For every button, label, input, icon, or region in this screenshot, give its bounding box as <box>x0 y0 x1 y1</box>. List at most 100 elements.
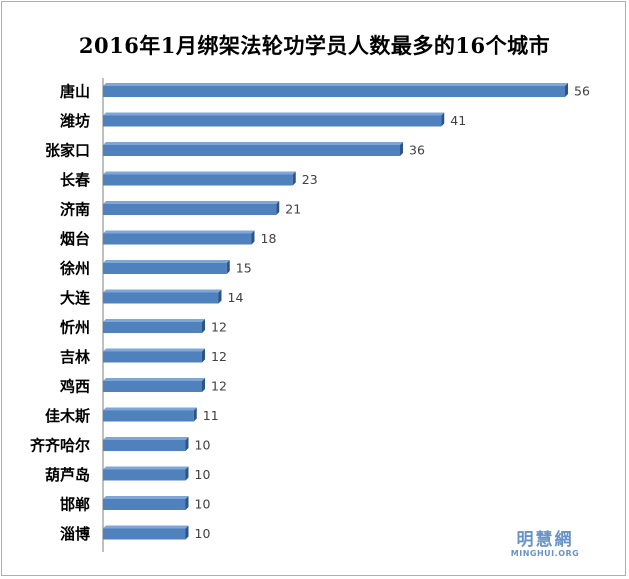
bar-top-face <box>103 525 189 529</box>
bar-side-face <box>185 525 189 540</box>
bar-side-face <box>400 142 403 156</box>
value-label: 15 <box>236 261 252 276</box>
category-label: 潍坊 <box>60 112 90 130</box>
category-label: 烟台 <box>60 230 90 248</box>
bar <box>103 378 205 392</box>
bar-top-face <box>103 378 205 381</box>
bar <box>103 230 255 245</box>
bar-front-face <box>103 145 400 156</box>
bar-side-face <box>193 407 197 422</box>
bar <box>103 437 189 451</box>
bar-front-face <box>103 528 186 540</box>
bar-side-face <box>292 171 296 186</box>
category-label: 邯郸 <box>60 496 90 514</box>
category-label: 佳木斯 <box>45 407 90 425</box>
bar-top-face <box>103 260 230 263</box>
value-label: 12 <box>211 320 227 335</box>
bar-front-face <box>103 263 227 274</box>
bar-top-face <box>103 407 197 411</box>
bar-top-face <box>103 289 222 293</box>
bar <box>103 496 189 510</box>
bar-side-face <box>251 230 255 245</box>
value-label: 12 <box>211 349 227 364</box>
bar-side-face <box>441 112 445 127</box>
category-label: 徐州 <box>59 260 90 278</box>
bar <box>103 142 403 156</box>
bar-front-face <box>103 292 219 304</box>
bar-side-face <box>218 289 222 304</box>
bar <box>103 289 222 304</box>
watermark-logo: 明慧網 MINGHUI.ORG <box>490 525 600 558</box>
value-label: 10 <box>195 438 211 453</box>
bar-front-face <box>103 469 186 481</box>
bar-front-face <box>103 233 252 245</box>
bar <box>103 112 445 127</box>
bar-front-face <box>103 115 442 127</box>
value-label: 10 <box>195 526 211 541</box>
category-label: 大连 <box>60 289 91 307</box>
bar <box>103 525 189 540</box>
bar-top-face <box>103 466 189 470</box>
bar-top-face <box>103 171 296 175</box>
bar-top-face <box>103 112 445 116</box>
bar-top-face <box>103 348 205 352</box>
bar-top-face <box>103 142 403 145</box>
bar-side-face <box>202 378 205 392</box>
bar-side-face <box>226 260 230 274</box>
bar-side-face <box>202 348 205 363</box>
bar <box>103 466 189 481</box>
bar-front-face <box>103 204 277 215</box>
value-label: 14 <box>228 290 244 305</box>
category-label: 淄博 <box>60 525 90 543</box>
value-label: 12 <box>211 379 227 394</box>
category-label: 唐山 <box>60 83 90 101</box>
category-label: 长春 <box>60 171 90 189</box>
value-label: 23 <box>302 172 318 187</box>
bar-side-face <box>185 496 189 510</box>
bar-front-face <box>103 86 565 97</box>
value-label: 36 <box>409 143 425 158</box>
category-label: 张家口 <box>45 142 90 160</box>
bar-front-face <box>103 440 186 451</box>
bar-front-face <box>103 322 202 333</box>
bar <box>103 260 230 274</box>
bar-top-face <box>103 230 255 234</box>
bar-front-face <box>103 410 194 422</box>
bar-side-face <box>185 437 189 451</box>
watermark-en: MINGHUI.ORG <box>510 549 580 558</box>
value-label: 21 <box>285 202 301 217</box>
bar <box>103 407 197 422</box>
category-label: 鸡西 <box>59 378 90 396</box>
bar-front-face <box>103 499 186 510</box>
bar-side-face <box>202 319 205 333</box>
category-label: 吉林 <box>60 348 91 366</box>
value-label: 18 <box>261 231 277 246</box>
bar-top-face <box>103 201 280 204</box>
bar <box>103 201 280 215</box>
bar-top-face <box>103 319 205 322</box>
bar <box>103 319 205 333</box>
value-label: 11 <box>203 408 219 423</box>
value-label: 56 <box>574 84 590 99</box>
bar-side-face <box>185 466 189 481</box>
bar <box>103 83 568 97</box>
bars-group <box>103 83 568 540</box>
bar-front-face <box>103 351 202 363</box>
value-label: 10 <box>195 497 211 512</box>
value-label: 41 <box>450 113 466 128</box>
bar-top-face <box>103 496 189 499</box>
category-label: 葫芦岛 <box>45 466 90 484</box>
bar-side-face <box>565 83 568 97</box>
watermark-cn: 明慧網 <box>516 530 574 550</box>
bar-front-face <box>103 174 293 186</box>
bar <box>103 348 205 363</box>
chart-title: 2016年1月绑架法轮功学员人数最多的16个城市 <box>78 33 551 58</box>
category-label: 忻州 <box>60 319 90 337</box>
category-label: 济南 <box>60 201 90 219</box>
bar-top-face <box>103 83 568 86</box>
category-label: 齐齐哈尔 <box>30 437 90 455</box>
bar-side-face <box>276 201 280 215</box>
